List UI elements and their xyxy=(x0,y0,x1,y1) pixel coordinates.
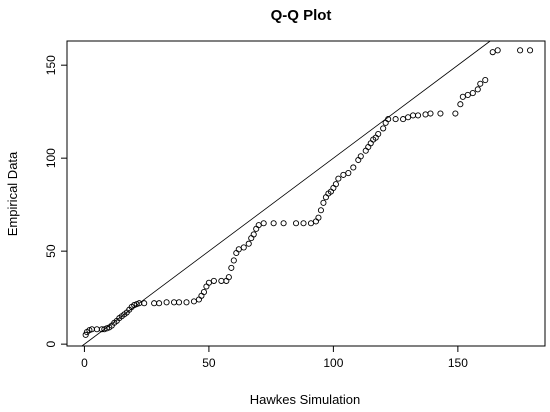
data-point xyxy=(340,171,347,178)
y-axis-label: Empirical Data xyxy=(5,151,20,236)
data-point xyxy=(427,110,434,117)
data-point xyxy=(469,90,476,97)
data-point xyxy=(400,116,407,123)
data-point xyxy=(292,220,300,227)
data-point xyxy=(355,156,362,164)
data-point xyxy=(414,112,422,119)
x-tick-label: 50 xyxy=(202,356,216,370)
data-point xyxy=(335,175,342,182)
y-tick-label: 0 xyxy=(44,340,58,347)
data-point xyxy=(175,299,183,306)
data-point xyxy=(527,47,534,54)
data-point xyxy=(82,331,89,338)
y-tick-label: 100 xyxy=(44,148,58,168)
data-point xyxy=(452,110,459,117)
y-tick-label: 50 xyxy=(44,244,58,258)
data-point xyxy=(317,207,324,214)
data-point xyxy=(312,218,320,225)
data-point xyxy=(380,125,387,132)
reference-line xyxy=(81,40,491,347)
data-point xyxy=(422,111,429,118)
data-point xyxy=(365,143,372,151)
data-point xyxy=(255,222,262,229)
data-point xyxy=(240,244,247,251)
data-point xyxy=(253,225,260,232)
data-point xyxy=(245,240,252,247)
data-point xyxy=(233,249,240,257)
data-point xyxy=(171,299,178,306)
data-point xyxy=(183,299,190,306)
data-point xyxy=(198,292,205,299)
y-tick-label: 150 xyxy=(44,55,58,75)
data-point xyxy=(375,130,382,138)
data-point xyxy=(367,140,374,147)
data-point xyxy=(477,80,484,87)
data-point xyxy=(385,116,392,123)
data-point xyxy=(350,164,357,171)
data-point xyxy=(93,326,100,333)
data-point xyxy=(474,86,481,93)
chart-title: Q-Q Plot xyxy=(271,7,332,24)
data-point xyxy=(330,184,337,191)
x-tick-label: 0 xyxy=(81,356,88,370)
data-point xyxy=(315,214,322,221)
data-point xyxy=(200,289,207,296)
x-axis-label: Hawkes Simulation xyxy=(250,392,361,407)
y-axis: 0 50 100 150 xyxy=(44,55,68,347)
data-point xyxy=(322,194,329,201)
data-point xyxy=(280,220,287,227)
data-point xyxy=(163,299,170,306)
data-point xyxy=(260,220,267,227)
data-point xyxy=(307,220,315,227)
data-point xyxy=(457,101,464,108)
data-point xyxy=(250,231,257,238)
data-point xyxy=(270,220,277,227)
data-point xyxy=(459,93,466,100)
data-point xyxy=(210,277,217,284)
data-point xyxy=(235,246,242,253)
data-point xyxy=(300,220,307,227)
data-point xyxy=(218,277,225,284)
data-point xyxy=(405,114,412,121)
data-point xyxy=(437,110,444,117)
data-point xyxy=(223,277,230,284)
x-axis: 0 50 100 150 xyxy=(81,345,468,370)
data-point xyxy=(205,279,212,286)
data-point xyxy=(464,91,471,98)
data-point xyxy=(141,300,148,307)
data-point xyxy=(357,153,364,160)
data-point xyxy=(228,264,235,271)
data-point xyxy=(225,274,232,281)
data-point xyxy=(345,169,352,177)
data-point xyxy=(151,300,158,307)
data-point xyxy=(482,77,489,84)
data-point xyxy=(392,116,399,123)
data-point xyxy=(489,49,496,56)
data-point xyxy=(332,181,339,188)
x-tick-label: 150 xyxy=(448,356,468,370)
data-point xyxy=(190,298,198,305)
data-point xyxy=(362,147,369,154)
data-point xyxy=(494,47,501,54)
data-point xyxy=(195,296,202,303)
data-points xyxy=(82,47,534,338)
data-point xyxy=(230,257,237,264)
data-point xyxy=(320,199,327,206)
x-tick-label: 100 xyxy=(323,356,343,370)
reference-line-group xyxy=(81,40,491,347)
data-point xyxy=(156,300,163,307)
data-point xyxy=(382,119,389,126)
data-point xyxy=(248,235,255,242)
data-point xyxy=(517,47,524,54)
data-point xyxy=(203,283,210,290)
data-point xyxy=(410,112,417,119)
